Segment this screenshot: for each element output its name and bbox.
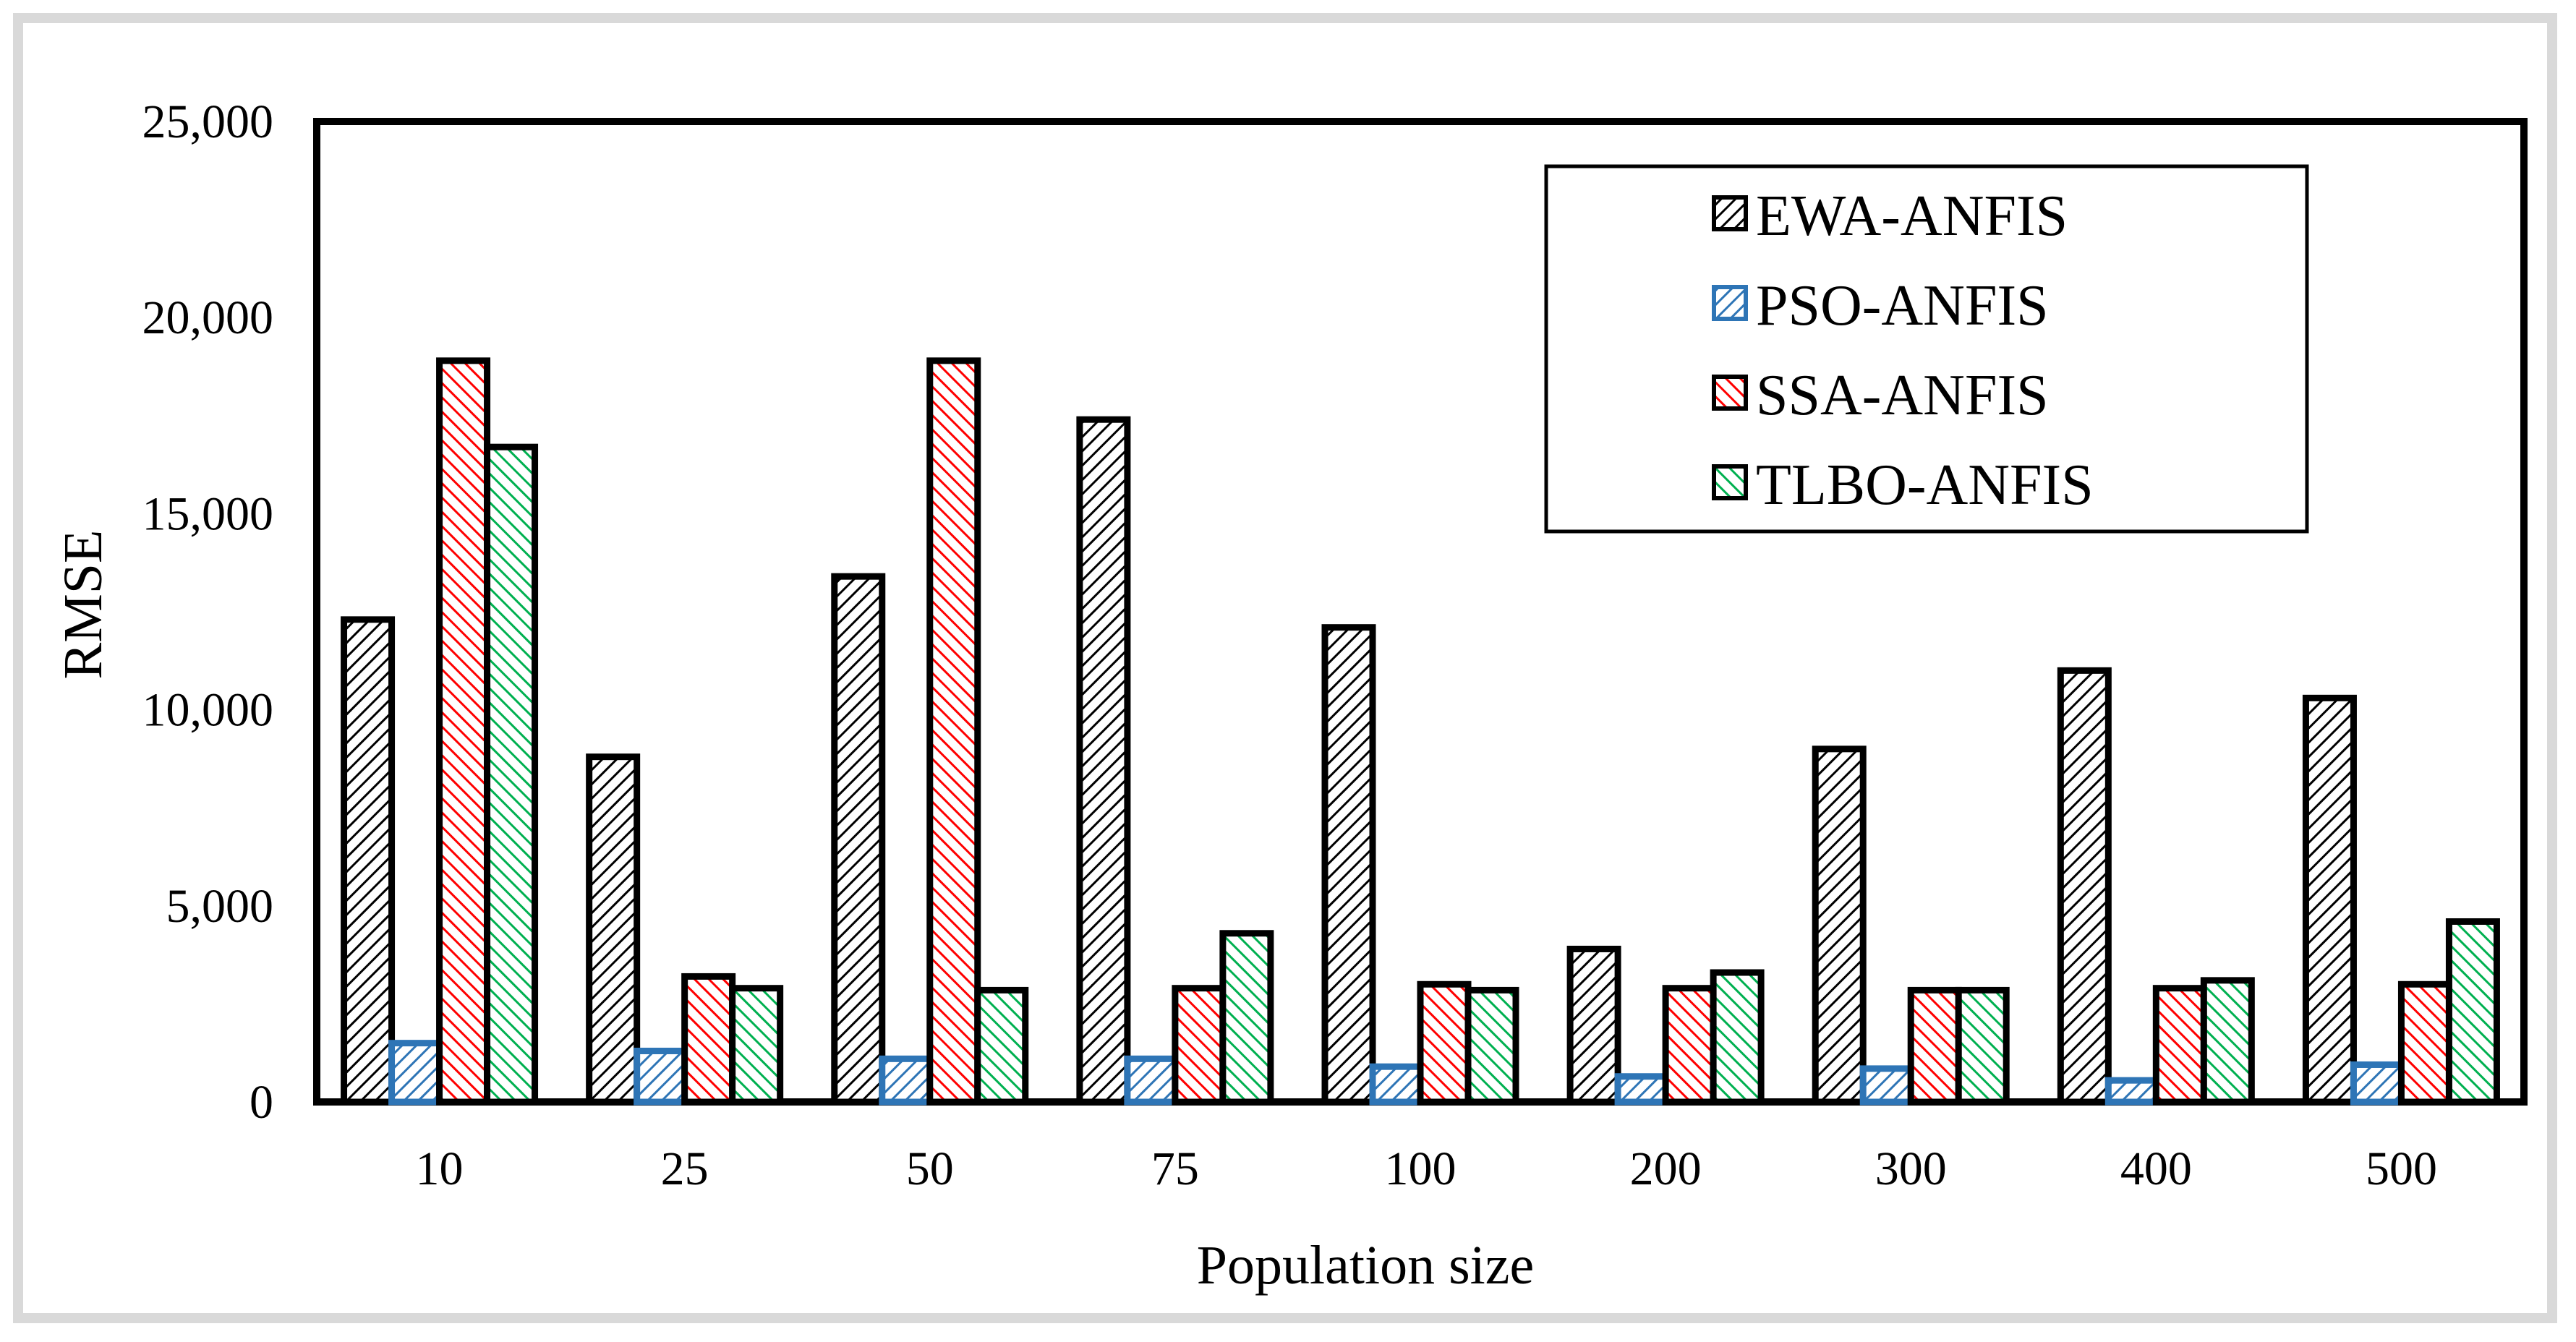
- bar-ssa-anfis-50: [926, 357, 981, 1106]
- legend-swatch-ssa-anfis: [1712, 375, 1748, 411]
- legend-label-tlbo-anfis: TLBO-ANFIS: [1756, 453, 2094, 517]
- bar-ssa-anfis-400: [2152, 985, 2207, 1106]
- bar-ewa-anfis-100: [1321, 624, 1376, 1106]
- bar-pso-anfis-100: [1369, 1063, 1424, 1106]
- legend: EWA-ANFIS PSO-ANFIS SSA-ANFIS TLBO-ANFIS: [1544, 164, 2309, 534]
- bars: [341, 357, 2500, 1106]
- bar-tlbo-anfis-400: [2200, 977, 2255, 1106]
- legend-label-ssa-anfis: SSA-ANFIS: [1756, 364, 2049, 427]
- bar-ewa-anfis-75: [1076, 416, 1131, 1106]
- x-tick-label: 500: [2366, 1142, 2437, 1195]
- legend-box: [1544, 164, 2309, 534]
- bar-tlbo-anfis-25: [729, 985, 784, 1106]
- bar-pso-anfis-10: [388, 1040, 443, 1106]
- bar-ssa-anfis-300: [1907, 986, 1962, 1106]
- x-tick-label: 75: [1151, 1142, 1199, 1195]
- x-tick-label: 100: [1385, 1142, 1457, 1195]
- bar-pso-anfis-500: [2350, 1061, 2405, 1106]
- legend-label-ewa-anfis: EWA-ANFIS: [1756, 184, 2068, 248]
- x-tick-label: 10: [416, 1142, 464, 1195]
- y-tick-label: 5,000: [166, 880, 274, 933]
- y-tick-label: 20,000: [142, 291, 274, 344]
- bar-ssa-anfis-500: [2397, 980, 2452, 1106]
- bar-ewa-anfis-500: [2302, 694, 2357, 1106]
- bar-pso-anfis-50: [879, 1055, 934, 1106]
- x-tick-label: 200: [1630, 1142, 1702, 1195]
- legend-swatch-tlbo-anfis: [1712, 464, 1748, 500]
- bar-ewa-anfis-50: [831, 573, 886, 1106]
- bar-ewa-anfis-25: [586, 753, 641, 1106]
- legend-swatch-pso-anfis: [1712, 285, 1748, 321]
- x-tick-label: 400: [2120, 1142, 2192, 1195]
- bar-ssa-anfis-10: [436, 357, 491, 1106]
- bar-ewa-anfis-300: [1812, 745, 1867, 1106]
- x-tick-label: 25: [661, 1142, 709, 1195]
- bar-tlbo-anfis-75: [1219, 930, 1274, 1106]
- bar-tlbo-anfis-500: [2445, 918, 2500, 1106]
- bar-ewa-anfis-400: [2057, 667, 2112, 1106]
- x-tick-label: 50: [906, 1142, 954, 1195]
- bar-pso-anfis-300: [1859, 1065, 1914, 1106]
- legend-items: EWA-ANFIS PSO-ANFIS SSA-ANFIS TLBO-ANFIS: [1712, 184, 2094, 517]
- bar-pso-anfis-75: [1124, 1055, 1179, 1106]
- x-axis-title: Population size: [1197, 1235, 1535, 1296]
- bar-ewa-anfis-10: [341, 616, 396, 1106]
- bar-tlbo-anfis-300: [1955, 986, 2010, 1106]
- bar-ssa-anfis-75: [1172, 985, 1227, 1106]
- bar-pso-anfis-25: [634, 1047, 688, 1106]
- bar-pso-anfis-400: [2104, 1077, 2159, 1106]
- bar-ewa-anfis-200: [1566, 945, 1621, 1106]
- bar-tlbo-anfis-200: [1710, 969, 1765, 1106]
- x-axis-ticks: 10 25 50 75 100 200 300 400 500: [416, 1142, 2437, 1195]
- legend-swatch-ewa-anfis: [1712, 195, 1748, 231]
- y-axis-ticks: 0 5,000 10,000 15,000 20,000 25,000: [142, 95, 274, 1129]
- y-tick-label: 10,000: [142, 684, 274, 737]
- bar-pso-anfis-200: [1614, 1073, 1669, 1106]
- x-tick-label: 300: [1875, 1142, 1947, 1195]
- y-axis-title: RMSE: [53, 530, 114, 680]
- bar-tlbo-anfis-50: [974, 986, 1029, 1106]
- y-tick-label: 0: [250, 1076, 273, 1129]
- bar-tlbo-anfis-10: [484, 443, 539, 1106]
- y-tick-label: 25,000: [142, 95, 274, 148]
- bar-ssa-anfis-100: [1417, 980, 1472, 1106]
- bar-tlbo-anfis-100: [1464, 986, 1519, 1106]
- y-tick-label: 15,000: [142, 487, 274, 540]
- legend-label-pso-anfis: PSO-ANFIS: [1756, 274, 2049, 338]
- bar-ssa-anfis-25: [681, 973, 736, 1106]
- bar-ssa-anfis-200: [1662, 985, 1717, 1106]
